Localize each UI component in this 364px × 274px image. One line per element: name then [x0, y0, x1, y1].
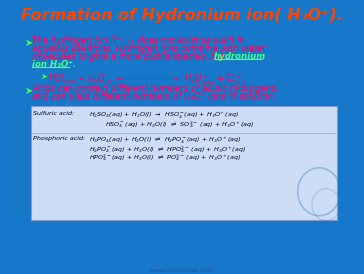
Text: Phosphoric acid:: Phosphoric acid:: [33, 136, 86, 141]
Text: ion H₃O⁺.: ion H₃O⁺.: [32, 60, 76, 69]
Text: hydronium: hydronium: [214, 52, 266, 61]
Text: H$_{\sf 3}$PO$_{\sf 4}$(aq) + H$_{\sf 2}$O(l)  ⇌  H$_{\sf 2}$PO$_{\sf 4}^{\sf -}: H$_{\sf 3}$PO$_{\sf 4}$(aq) + H$_{\sf 2}…: [90, 136, 242, 146]
Text: H$_{\sf 2}$SO$_{\sf 4}$(aq) + H$_{\sf 2}$O(l)  →  HSO$_{\sf 4}^{\sf -}$(aq) + H$: H$_{\sf 2}$SO$_{\sf 4}$(aq) + H$_{\sf 2}…: [90, 111, 240, 121]
Text: HSO$_{\sf 4}^{\sf -}$(aq) + H$_{\sf 2}$O(l)  ⇌  SO$_{\sf 4}^{\sf 2-}$ (aq) + H$_: HSO$_{\sf 4}^{\sf -}$(aq) + H$_{\sf 2}$O…: [104, 119, 254, 130]
Text: H$_{\sf 2}$PO$_{\sf 4}^{\sf -}$(aq) + H$_{\sf 2}$O(l)  ⇌  HPO$_{\sf 4}^{\sf 2-}$: H$_{\sf 2}$PO$_{\sf 4}^{\sf -}$(aq) + H$…: [90, 144, 246, 155]
FancyBboxPatch shape: [31, 106, 337, 220]
Text: www.sliderbase.com: www.sliderbase.com: [150, 268, 214, 273]
Text: Formation of Hydronium ion( H₃O⁺).: Formation of Hydronium ion( H₃O⁺).: [21, 8, 343, 23]
Text: ➤: ➤: [40, 72, 47, 81]
Text: ➤: ➤: [24, 86, 33, 96]
Text: ➤: ➤: [24, 38, 33, 48]
Text: HCl$_{\sf(aq)}$ + H$_{\sf 2}$O$_{\sf(l)}$  ⇽=======⇾  H$_{\sf 3}$O$^{\sf +}_{\sf: HCl$_{\sf(aq)}$ + H$_{\sf 2}$O$_{\sf(l)}…: [48, 72, 248, 87]
Text: molecules to give a more stable species, the: molecules to give a more stable species,…: [32, 52, 228, 61]
Text: Acids can contain different numbers of acidic hydrogens,: Acids can contain different numbers of a…: [32, 84, 279, 93]
Text: The hydrogen ion H⁺₊₊₊ does not exist as such in: The hydrogen ion H⁺₊₊₊ does not exist as…: [32, 36, 245, 45]
Text: Sulfuric acid:: Sulfuric acid:: [33, 111, 75, 116]
Text: aqueous solutions. Hydrogen ions combine with water: aqueous solutions. Hydrogen ions combine…: [32, 44, 266, 53]
Text: and can yield different numbers of H₃O⁺ ions in solution.: and can yield different numbers of H₃O⁺ …: [32, 92, 276, 101]
Text: HPO$_{\sf 4}^{\sf 2-}$(aq) + H$_{\sf 2}$O(l)  ⇌  PO$_{\sf 4}^{\sf 3-}$ (aq) + H$: HPO$_{\sf 4}^{\sf 2-}$(aq) + H$_{\sf 2}$…: [90, 152, 242, 162]
